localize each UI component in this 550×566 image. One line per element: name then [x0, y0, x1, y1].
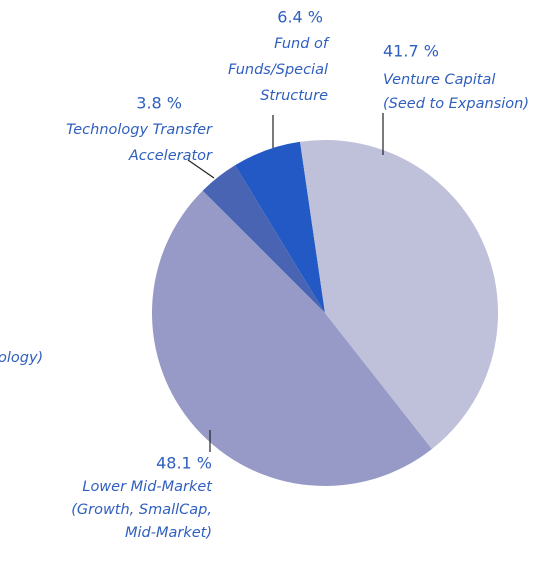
annotation: ology) — [0, 350, 43, 366]
value-label: 48.1 % — [156, 454, 212, 473]
pie-slice — [152, 190, 432, 486]
pie-slice — [202, 165, 325, 313]
category-label: (Seed to Expansion) — [383, 96, 529, 112]
value-label: 41.7 % — [383, 42, 439, 61]
category-label: Mid-Market) — [125, 525, 212, 541]
category-label: Fund of — [274, 36, 330, 52]
value-label: 6.4 % — [277, 8, 323, 27]
pie-slice — [235, 141, 325, 313]
category-label: Venture Capital — [383, 72, 495, 88]
category-label: (Growth, SmallCap, — [71, 502, 212, 518]
category-label: Accelerator — [128, 148, 213, 164]
leader-line — [187, 159, 215, 179]
category-label: Structure — [260, 88, 328, 104]
pie-slice — [300, 140, 499, 449]
value-label: 3.8 % — [136, 94, 182, 113]
category-label: Funds/Special — [228, 62, 328, 78]
category-label: Technology Transfer — [66, 122, 213, 138]
category-label: Lower Mid-Market — [82, 479, 213, 495]
